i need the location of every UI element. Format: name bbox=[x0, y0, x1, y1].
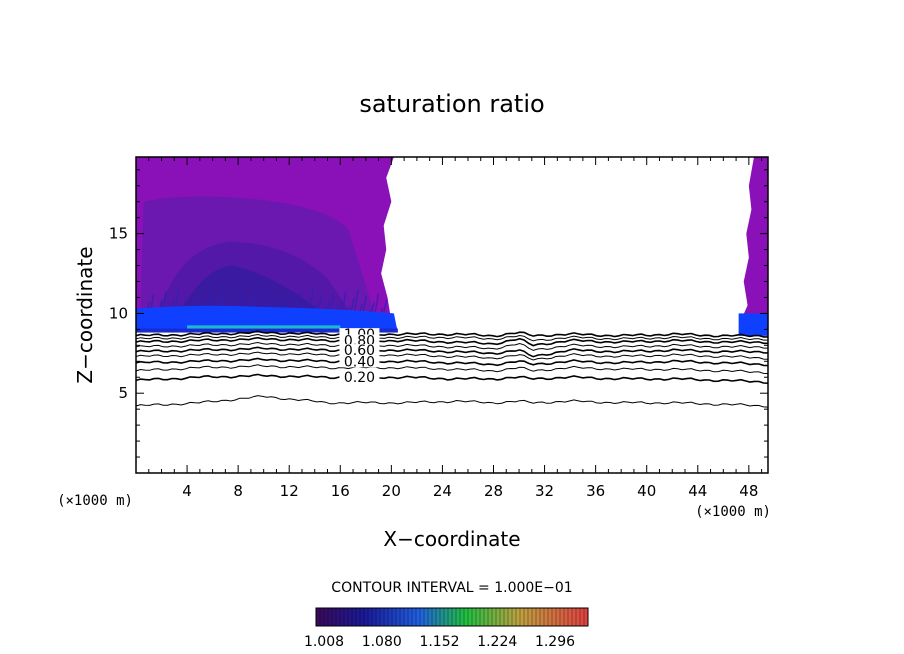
colorbar-tick-label: 1.296 bbox=[535, 634, 575, 650]
x-unit-label: (×1000 m) bbox=[695, 504, 771, 520]
saturation-field bbox=[136, 157, 768, 336]
field-base-band-right bbox=[738, 313, 768, 336]
x-tick-label: 16 bbox=[331, 482, 350, 500]
contour-0.20 bbox=[136, 373, 768, 384]
y-axis-label: Z−coordinate bbox=[73, 246, 97, 383]
x-tick-label: 8 bbox=[233, 482, 243, 500]
contour-label-bg bbox=[339, 334, 380, 347]
colorbar-tick-label: 1.224 bbox=[477, 634, 517, 650]
y-tick-label: 15 bbox=[109, 225, 128, 243]
x-tick-label: 44 bbox=[688, 482, 707, 500]
contour-0.60 bbox=[136, 346, 768, 358]
contour-label-0.20: 0.20 bbox=[344, 370, 375, 386]
x-tick-label: 24 bbox=[433, 482, 452, 500]
x-tick-label: 32 bbox=[535, 482, 554, 500]
x-tick-label: 4 bbox=[182, 482, 192, 500]
contour-0.10 bbox=[136, 395, 768, 408]
y-tick-label: 5 bbox=[118, 384, 128, 402]
contour-0.90 bbox=[136, 333, 768, 342]
contour-0.30 bbox=[136, 364, 768, 375]
contour-0.50 bbox=[136, 351, 768, 361]
field-region-right bbox=[738, 157, 768, 336]
x-tick-label: 48 bbox=[739, 482, 758, 500]
x-tick-label: 36 bbox=[586, 482, 605, 500]
y-tick-label: 10 bbox=[109, 304, 128, 322]
contour-0.80 bbox=[136, 336, 768, 347]
x-tick-label: 28 bbox=[484, 482, 503, 500]
y-unit-label: (×1000 m) bbox=[57, 493, 133, 509]
contour-labels: 1.000.800.600.400.20 bbox=[339, 327, 380, 386]
contour-0.70 bbox=[136, 341, 768, 351]
contour-0.40 bbox=[136, 357, 768, 367]
contour-label-0.60: 0.60 bbox=[344, 343, 375, 359]
colorbar-ticks: 1.008 1.080 1.152 1.224 1.296 bbox=[304, 634, 575, 650]
contour-label-bg bbox=[339, 371, 380, 384]
contour-label-bg bbox=[339, 355, 380, 368]
contour-lines bbox=[136, 330, 768, 408]
colorbar-stripes bbox=[319, 608, 585, 626]
y-axis: 5 10 15 bbox=[109, 169, 768, 458]
x-tick-label: 40 bbox=[637, 482, 656, 500]
contour-label-0.40: 0.40 bbox=[344, 354, 375, 370]
colorbar-tick-label: 1.080 bbox=[362, 634, 402, 650]
x-axis: 4 8 12 16 20 24 28 32 36 40 44 48 bbox=[148, 157, 763, 500]
x-tick-label: 12 bbox=[280, 482, 299, 500]
chart-title: saturation ratio bbox=[359, 90, 544, 118]
colorbar-tick-label: 1.008 bbox=[304, 634, 344, 650]
field-base-edge bbox=[136, 328, 398, 333]
x-axis-label: X−coordinate bbox=[383, 527, 520, 551]
colorbar-tick-label: 1.152 bbox=[419, 634, 459, 650]
contour-1.00 bbox=[136, 330, 768, 338]
x-tick-label: 20 bbox=[382, 482, 401, 500]
plot-frame bbox=[135, 156, 769, 474]
contour-label-bg bbox=[339, 344, 380, 357]
contour-interval-text: CONTOUR INTERVAL = 1.000E−01 bbox=[331, 580, 572, 596]
